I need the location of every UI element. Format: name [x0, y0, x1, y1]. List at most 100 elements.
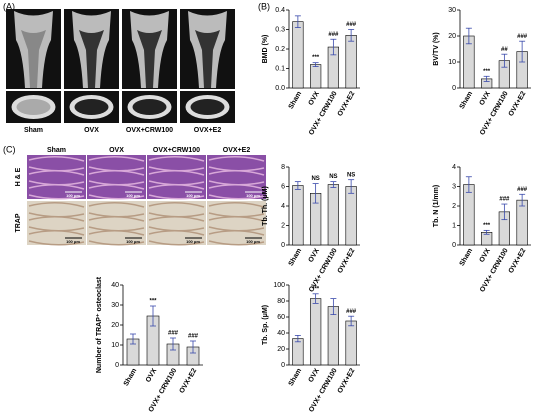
bar — [292, 185, 304, 246]
tissue — [208, 170, 265, 176]
significance: ### — [499, 197, 510, 203]
y-axis-label: Tb. Sp. (μM) — [262, 305, 269, 345]
tissue — [148, 156, 205, 162]
significance: ### — [517, 187, 528, 193]
bar — [345, 35, 357, 89]
significance: ### — [346, 22, 357, 28]
y-tick-label: 40 — [277, 330, 285, 337]
x-tick-label: Sham — [459, 247, 475, 267]
y-tick-label: 20 — [277, 346, 285, 353]
significance: ## — [501, 47, 508, 53]
y-axis-label: Tb. Th. (μM) — [262, 186, 269, 226]
x-tick-label: OVX+E2 — [337, 90, 357, 117]
panel-label: (B) — [258, 1, 270, 11]
y-tick-label: 0.3 — [275, 26, 285, 33]
y-axis-label: Tb. N (1/mm) — [433, 185, 440, 227]
marrow — [79, 30, 104, 88]
tissue — [208, 184, 265, 190]
group-label: Sham — [47, 147, 66, 154]
tissue — [148, 240, 205, 246]
y-tick-label: 0.4 — [275, 7, 285, 14]
significance: NS — [329, 174, 337, 180]
scale-label: 100 μm — [246, 239, 260, 244]
bar — [516, 199, 528, 246]
y-axis-label: Number of TRAP⁺ osteoclast — [96, 276, 103, 373]
group-label: OVX+CRW100 — [126, 127, 173, 134]
y-tick-label: 1 — [452, 222, 456, 229]
bar — [309, 64, 322, 89]
group-label: OVX — [109, 147, 124, 154]
significance: *** — [483, 223, 491, 229]
section-hole — [74, 99, 109, 115]
tissue — [28, 216, 85, 222]
x-tick-label: Sham — [288, 247, 304, 267]
scale-label: 100 μm — [66, 193, 80, 198]
tissue — [88, 194, 145, 200]
y-tick-label: 20 — [448, 33, 456, 40]
panel-label: (C) — [3, 144, 16, 154]
tissue — [28, 202, 85, 208]
x-tick-label: OVX — [478, 247, 492, 264]
tissue — [208, 202, 265, 208]
section-hole — [190, 99, 225, 115]
scale-label: 100 μm — [186, 239, 200, 244]
y-tick-label: 0 — [452, 242, 456, 249]
y-tick-label: 0.1 — [275, 65, 285, 72]
y-tick-label: 4 — [281, 203, 285, 210]
group-label: Sham — [24, 127, 43, 134]
y-tick-label: 6 — [281, 183, 285, 190]
x-tick-label: Sham — [123, 367, 139, 387]
marrow — [21, 30, 46, 88]
x-tick-label: OVX+E2 — [337, 247, 357, 274]
bar — [327, 306, 339, 366]
significance: ### — [517, 34, 528, 40]
tissue — [28, 156, 85, 162]
significance: *** — [149, 299, 157, 305]
tissue — [208, 240, 265, 246]
x-tick-label: Sham — [459, 90, 475, 110]
tissue — [88, 156, 145, 162]
x-tick-label: OVX — [307, 367, 321, 384]
significance: ### — [346, 309, 357, 315]
significance: NS — [311, 176, 319, 182]
tissue — [208, 230, 265, 236]
y-tick-label: 10 — [448, 59, 456, 66]
y-tick-label: 8 — [281, 164, 285, 171]
bar — [292, 338, 304, 366]
significance: *** — [483, 69, 491, 75]
tissue — [148, 184, 205, 190]
tissue — [148, 216, 205, 222]
y-tick-label: 0 — [281, 242, 285, 249]
y-tick-label: 10 — [111, 342, 119, 349]
bar — [345, 186, 357, 246]
y-tick-label: 0.0 — [275, 85, 285, 92]
bar — [309, 298, 322, 366]
y-tick-label: 80 — [277, 298, 285, 305]
tissue — [88, 216, 145, 222]
group-label: OVX+E2 — [223, 147, 251, 154]
marrow — [195, 30, 220, 88]
y-tick-label: 0 — [115, 362, 119, 369]
tissue — [148, 230, 205, 236]
x-tick-label: OVX+E2 — [508, 247, 528, 274]
y-axis-label: BMD (%) — [262, 35, 269, 64]
x-tick-label: OVX — [307, 247, 321, 264]
marrow — [137, 30, 162, 88]
y-tick-label: 0 — [281, 362, 285, 369]
x-tick-label: OVX+E2 — [337, 367, 357, 394]
x-tick-label: OVX — [307, 90, 321, 107]
y-axis-label: BV/TV (%) — [433, 32, 440, 65]
significance: NS — [347, 172, 355, 178]
tissue — [88, 184, 145, 190]
significance: *** — [312, 55, 320, 61]
x-tick-label: OVX — [478, 90, 492, 107]
tissue — [208, 194, 265, 200]
panel-label: (A) — [3, 1, 15, 11]
x-tick-label: OVX — [145, 367, 159, 384]
tissue — [148, 170, 205, 176]
tissue — [148, 194, 205, 200]
scale-label: 100 μm — [186, 193, 200, 198]
scale-label: 100 μm — [126, 193, 140, 198]
x-tick-label: OVX+E2 — [508, 90, 528, 117]
